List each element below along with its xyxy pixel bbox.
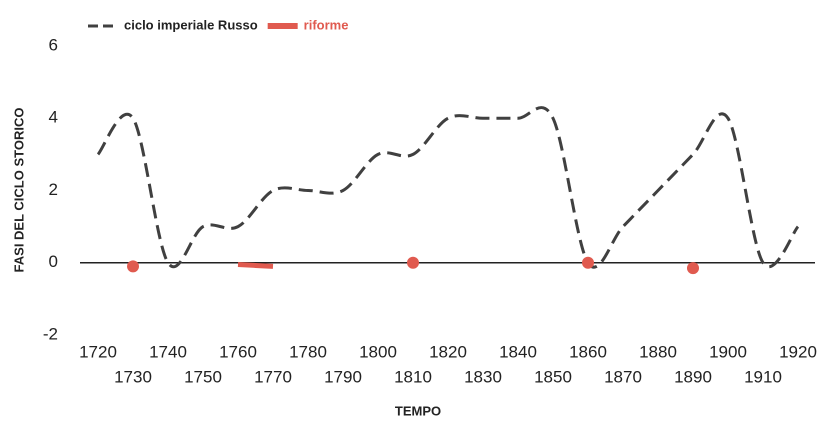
x-tick-label: 1910 xyxy=(744,367,782,386)
x-tick-label: 1810 xyxy=(394,367,432,386)
point xyxy=(127,260,139,273)
point xyxy=(407,256,419,269)
y-tick-label: 0 xyxy=(49,252,58,271)
legend-label: riforme xyxy=(304,17,349,32)
x-tick-label: 1730 xyxy=(114,367,152,386)
x-tick-label: 1720 xyxy=(79,342,117,361)
x-tick-label: 1860 xyxy=(569,342,607,361)
point xyxy=(687,262,699,275)
x-tick-label: 1850 xyxy=(534,367,572,386)
x-tick-label: 1770 xyxy=(254,367,292,386)
x-tick-label: 1760 xyxy=(219,342,257,361)
x-tick-label: 1750 xyxy=(184,367,222,386)
x-tick-label: 1920 xyxy=(779,342,817,361)
y-axis-title: FASI DEL CICLO STORICO xyxy=(11,108,26,273)
x-axis-title: TEMPO xyxy=(395,403,441,418)
x-tick-label: 1820 xyxy=(429,342,467,361)
x-tick-label: 1830 xyxy=(464,367,502,386)
x-tick-label: 1780 xyxy=(289,342,327,361)
x-tick-label: 1800 xyxy=(359,342,397,361)
y-tick-label: 2 xyxy=(49,180,58,199)
series-line xyxy=(96,106,800,269)
x-tick-label: 1870 xyxy=(604,367,642,386)
point xyxy=(582,256,594,269)
x-tick-label: 1740 xyxy=(149,342,187,361)
y-tick-label: -2 xyxy=(43,324,58,343)
x-tick-label: 1900 xyxy=(709,342,747,361)
x-tick-label: 1840 xyxy=(499,342,537,361)
x-tick-label: 1880 xyxy=(639,342,677,361)
series-line xyxy=(238,265,693,269)
x-tick-label: 1890 xyxy=(674,367,712,386)
legend-label: ciclo imperiale Russo xyxy=(124,17,258,32)
y-tick-label: 4 xyxy=(49,108,58,127)
y-tick-label: 6 xyxy=(49,35,58,54)
x-tick-label: 1790 xyxy=(324,367,362,386)
